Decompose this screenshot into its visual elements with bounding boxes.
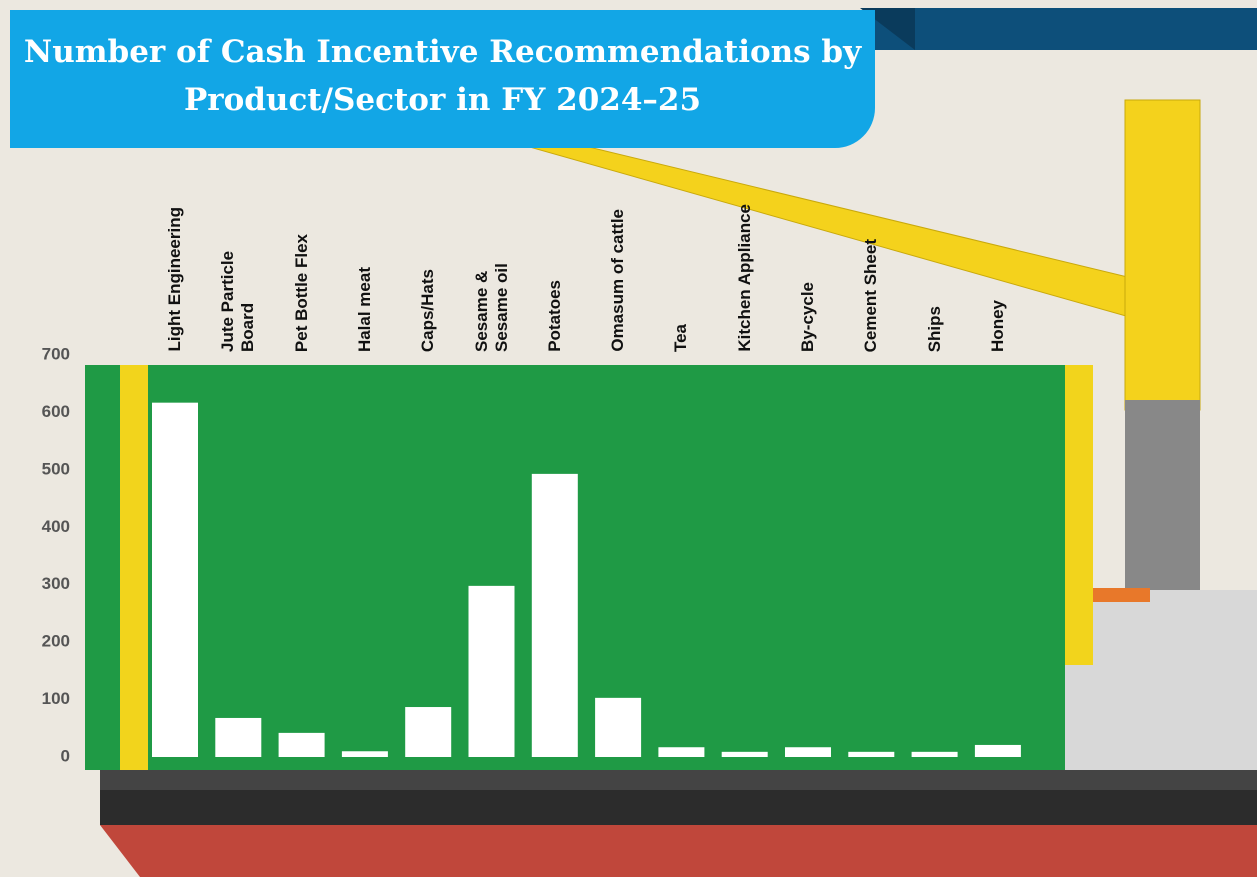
bar	[279, 733, 325, 757]
bar	[848, 752, 894, 757]
category-label: Kitchen Appliance	[735, 204, 755, 352]
crane-boom	[505, 128, 1140, 320]
hull-top	[100, 790, 1257, 825]
bar	[658, 747, 704, 757]
y-tick-label: 0	[61, 746, 70, 765]
bar	[342, 751, 388, 757]
category-label: Omasum of cattle	[608, 209, 628, 352]
category-label: Halal meat	[355, 267, 375, 352]
category-label: Ships	[925, 306, 945, 352]
bar	[405, 707, 451, 757]
category-label: Pet Bottle Flex	[292, 234, 312, 352]
bar	[469, 586, 515, 757]
category-label: Jute Particle Board	[218, 202, 258, 352]
category-label: Honey	[988, 300, 1008, 352]
chart-title: Number of Cash Incentive Recommendations…	[10, 10, 875, 148]
y-tick-label: 400	[42, 517, 70, 536]
page: 0 100 200 300 400 500 600 700 Number of Cash In…	[0, 0, 1257, 877]
bar	[912, 752, 958, 757]
category-label: By-cycle	[798, 282, 818, 352]
category-label: Potatoes	[545, 280, 565, 352]
bar	[532, 474, 578, 757]
category-label: Tea	[671, 324, 691, 352]
category-label: Cement Sheet	[861, 239, 881, 352]
bar	[595, 698, 641, 757]
y-tick-label: 100	[42, 689, 70, 708]
y-tick-label: 700	[42, 344, 70, 363]
y-tick-label: 600	[42, 402, 70, 421]
container-post	[120, 365, 148, 770]
bar	[975, 745, 1021, 757]
y-tick-label: 200	[42, 632, 70, 651]
deck	[100, 770, 1257, 790]
bar	[785, 747, 831, 757]
category-label: Light Engineering	[165, 207, 185, 352]
crane-tower	[1125, 100, 1200, 410]
container-post	[1065, 365, 1093, 665]
bar	[215, 718, 261, 757]
bar	[152, 403, 198, 757]
y-tick-label: 500	[42, 459, 70, 478]
y-tick-label: 300	[42, 574, 70, 593]
bar	[722, 752, 768, 757]
category-label: Caps/Hats	[418, 269, 438, 352]
category-label: Sesame & Sesame oil	[472, 202, 512, 352]
top-band	[870, 8, 1257, 50]
hull	[100, 825, 1257, 877]
